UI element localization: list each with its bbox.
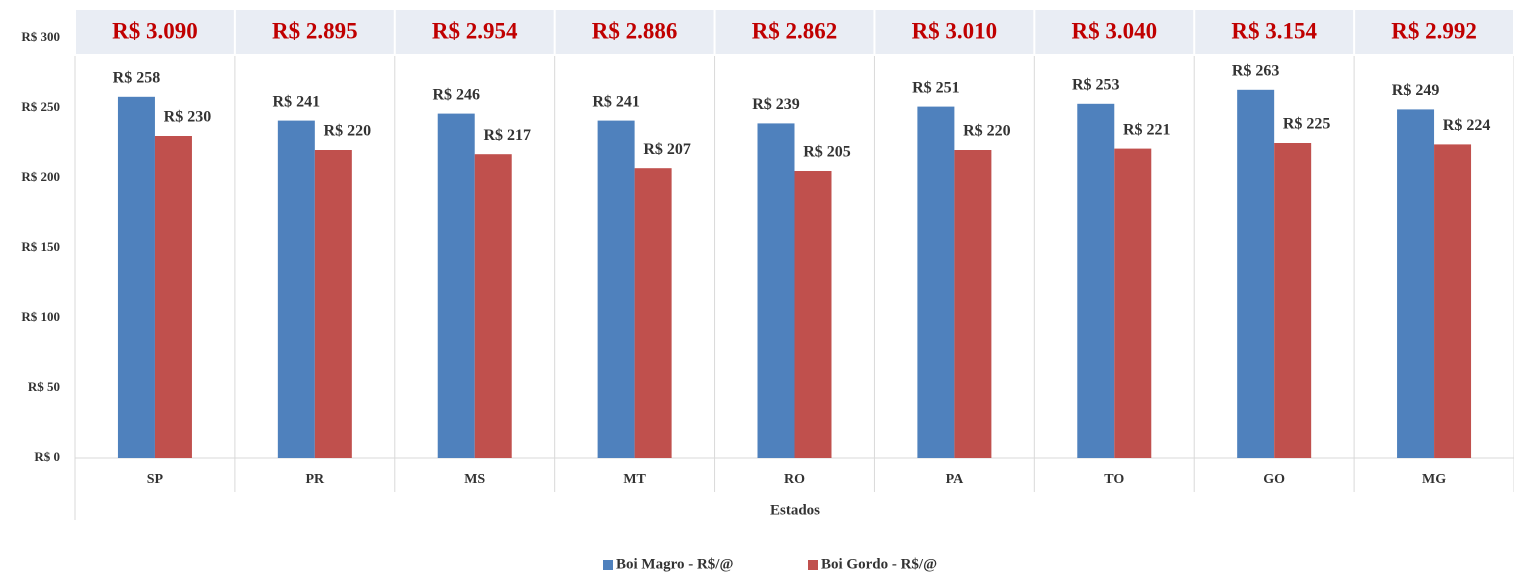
header-cell <box>235 10 394 54</box>
data-label: R$ 241 <box>592 93 640 110</box>
header-label: R$ 3.040 <box>1071 18 1157 43</box>
header-label: R$ 2.992 <box>1391 18 1477 43</box>
header-cell <box>395 10 554 54</box>
x-tick-label: SP <box>147 472 164 487</box>
data-label: R$ 205 <box>803 144 851 161</box>
data-label: R$ 253 <box>1072 76 1120 93</box>
bar <box>597 120 635 458</box>
legend-label: Boi Gordo - R$/@ <box>821 556 937 572</box>
legend-swatch <box>603 560 613 570</box>
y-tick-label: R$ 250 <box>21 99 60 114</box>
data-label: R$ 239 <box>752 96 800 113</box>
bar <box>794 171 832 458</box>
bar <box>1397 109 1435 459</box>
x-tick-label: GO <box>1263 472 1285 487</box>
y-tick-label: R$ 150 <box>21 239 60 254</box>
x-tick-label: RO <box>784 472 805 487</box>
bar <box>1114 148 1152 458</box>
bar <box>154 136 192 458</box>
x-tick-label: TO <box>1104 472 1124 487</box>
header-label: R$ 2.862 <box>752 18 838 43</box>
y-tick-label: R$ 0 <box>34 449 60 464</box>
x-tick-label: PR <box>305 472 325 487</box>
data-label: R$ 249 <box>1392 82 1440 99</box>
bar <box>917 106 955 458</box>
header-cell <box>875 10 1034 54</box>
bar <box>314 150 352 458</box>
x-tick-label: MG <box>1422 472 1446 487</box>
bar <box>474 154 512 458</box>
data-label: R$ 246 <box>432 86 480 103</box>
data-label: R$ 220 <box>324 123 372 140</box>
bar <box>277 120 315 458</box>
header-cell <box>715 10 874 54</box>
y-tick-label: R$ 200 <box>21 169 60 184</box>
data-label: R$ 207 <box>643 141 691 158</box>
y-tick-label: R$ 50 <box>28 379 60 394</box>
bar <box>954 150 992 458</box>
x-tick-label: MT <box>623 472 646 487</box>
data-label: R$ 217 <box>483 127 531 144</box>
header-cell <box>555 10 714 54</box>
header-cell <box>1195 10 1354 54</box>
bar <box>634 168 672 458</box>
bar <box>437 113 475 458</box>
data-label: R$ 220 <box>963 123 1011 140</box>
header-cell <box>1035 10 1194 54</box>
header-label: R$ 3.154 <box>1231 18 1317 43</box>
data-label: R$ 241 <box>273 93 321 110</box>
y-tick-label: R$ 100 <box>21 309 60 324</box>
data-label: R$ 230 <box>164 109 212 126</box>
data-label: R$ 225 <box>1283 116 1331 133</box>
header-label: R$ 2.954 <box>432 18 518 43</box>
data-label: R$ 224 <box>1443 117 1491 134</box>
data-label: R$ 263 <box>1232 62 1280 79</box>
bar <box>1434 144 1472 458</box>
bar <box>757 123 795 459</box>
bar <box>1274 143 1312 458</box>
bar <box>1077 103 1115 459</box>
legend-label: Boi Magro - R$/@ <box>616 556 733 572</box>
x-tick-label: PA <box>946 472 965 487</box>
data-label: R$ 221 <box>1123 121 1171 138</box>
y-tick-label: R$ 300 <box>21 29 60 44</box>
header-label: R$ 2.895 <box>272 18 358 43</box>
bar <box>117 96 155 459</box>
bar <box>1237 89 1275 459</box>
x-tick-label: MS <box>464 472 485 487</box>
data-label: R$ 251 <box>912 79 960 96</box>
x-axis-label: Estados <box>770 502 820 518</box>
data-label: R$ 258 <box>113 69 161 86</box>
header-cell <box>76 10 234 54</box>
header-cell <box>1355 10 1513 54</box>
header-label: R$ 2.886 <box>592 18 678 43</box>
legend-swatch <box>808 560 818 570</box>
header-label: R$ 3.010 <box>912 18 998 43</box>
header-label: R$ 3.090 <box>112 18 198 43</box>
